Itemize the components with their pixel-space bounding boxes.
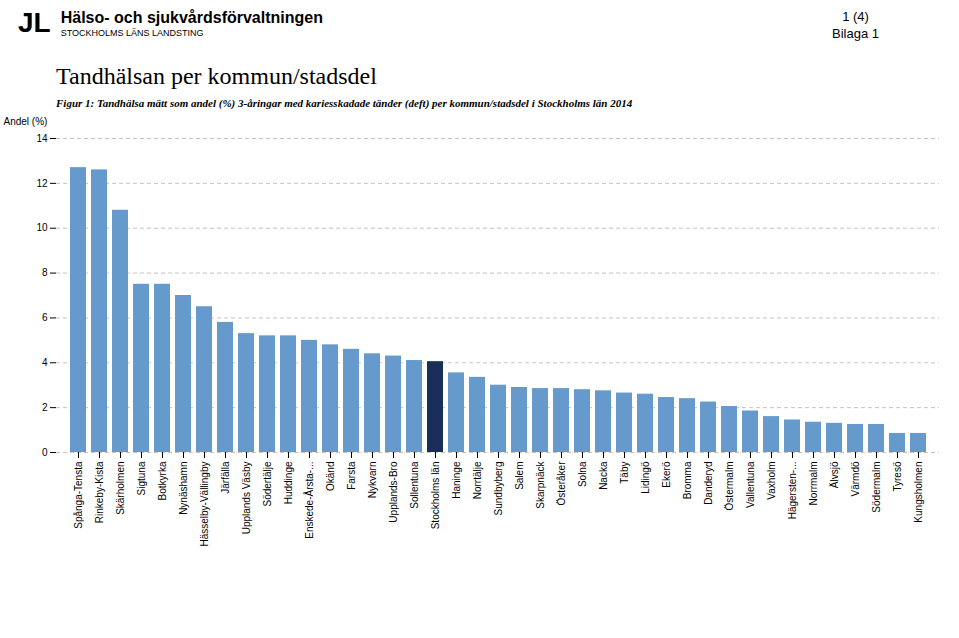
svg-text:Bromma: Bromma [682,461,693,499]
svg-text:Sigtuna: Sigtuna [136,461,147,495]
svg-text:4: 4 [42,357,48,368]
svg-text:Värmdö: Värmdö [850,461,861,496]
svg-text:Solna: Solna [577,461,588,487]
html-text:Tandhälsan per kommun/stadsdel: Tandhälsan per kommun/stadsdel [56,63,377,89]
svg-text:Älvsjö: Älvsjö [829,461,840,488]
svg-text:14: 14 [36,133,48,144]
svg-text:Norrtälje: Norrtälje [472,461,483,499]
svg-text:6: 6 [42,312,48,323]
svg-text:Enskede-Årsta-...: Enskede-Årsta-... [303,462,315,539]
svg-text:Östermalm: Östermalm [724,462,735,511]
svg-text:Nykvarn: Nykvarn [367,462,378,499]
svg-text:Lidingö: Lidingö [640,461,651,494]
svg-text:Upplands-Bro: Upplands-Bro [388,461,399,523]
svg-text:Huddinge: Huddinge [283,461,294,504]
html-text:JL Hälso- och sjukvårdsförvalt: JL Hälso- och sjukvårdsförvaltningen [18,7,323,38]
svg-text:Nynäshamn: Nynäshamn [178,462,189,515]
svg-text:Farsta: Farsta [346,461,357,490]
svg-text:0: 0 [42,447,48,458]
svg-text:Hägersten-...: Hägersten-... [787,462,798,520]
svg-text:Andel (%): Andel (%) [4,116,48,127]
svg-text:Haninge: Haninge [451,461,462,499]
svg-text:Södertälje: Södertälje [262,461,273,506]
svg-text:Österåker: Österåker [556,461,567,506]
svg-text:Salem: Salem [514,462,525,490]
svg-text:10: 10 [36,222,48,233]
svg-text:Järfälla: Järfälla [220,461,231,494]
html-text:STOCKHOLMS LÄNS LANDSTING: STOCKHOLMS LÄNS LANDSTING [60,28,204,38]
svg-text:Tyresö: Tyresö [892,461,903,491]
svg-text:Upplands Väsby: Upplands Väsby [241,462,252,535]
svg-text:Spånga-Tensta: Spånga-Tensta [73,461,84,529]
html-text:Bilaga 1: Bilaga 1 [832,26,879,41]
svg-text:Sollentuna: Sollentuna [409,461,420,509]
svg-text:Vallentuna: Vallentuna [745,461,756,508]
svg-text:2: 2 [42,402,48,413]
svg-text:Rinkeby-Kista: Rinkeby-Kista [94,461,105,523]
svg-text:Vaxholm: Vaxholm [766,462,777,500]
svg-text:Södermalm: Södermalm [871,462,882,513]
svg-text:12: 12 [36,178,48,189]
svg-text:Ekerö: Ekerö [661,461,672,488]
svg-text:Täby: Täby [619,462,630,484]
svg-text:Danderyd: Danderyd [703,462,714,505]
svg-text:Nacka: Nacka [598,461,609,490]
svg-text:Skarpnäck: Skarpnäck [535,461,546,509]
svg-text:Hässelby-Vällingby: Hässelby-Vällingby [199,462,210,547]
svg-text:Botkyrka: Botkyrka [157,461,168,500]
svg-text:Stockholms län: Stockholms län [430,462,441,530]
svg-text:Okänd: Okänd [325,462,336,491]
html-text:Figur 1: Tandhälsa mätt som an: Figur 1: Tandhälsa mätt som andel (%) 3-… [56,97,633,109]
svg-text:Kungsholmen: Kungsholmen [913,462,924,523]
svg-text:8: 8 [42,267,48,278]
svg-text:Norrmalm: Norrmalm [808,462,819,506]
svg-text:Skärholmen: Skärholmen [115,462,126,515]
svg-text:Sundbyberg: Sundbyberg [493,462,504,516]
html-text:1 (4): 1 (4) [842,9,869,24]
